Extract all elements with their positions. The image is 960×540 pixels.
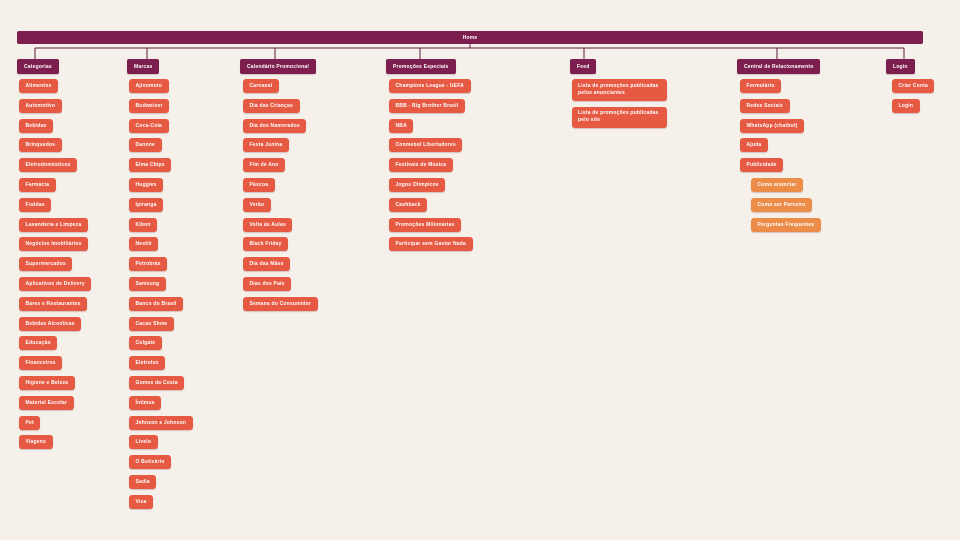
node-semana-do-consumidor[interactable]: Semana do Consumidor bbox=[243, 296, 318, 311]
node-participar-sem-gastar-nada[interactable]: Participar sem Gastar Nada bbox=[389, 237, 473, 252]
node-nestle[interactable]: Nestlé bbox=[129, 237, 159, 252]
node-ajuda[interactable]: Ajuda bbox=[740, 138, 768, 153]
node-criar-conta[interactable]: Criar Conta bbox=[892, 79, 935, 93]
node-como-anunciar[interactable]: Como anunciar bbox=[751, 177, 803, 192]
home-node[interactable]: Home bbox=[17, 31, 923, 44]
node-nba[interactable]: NBA bbox=[389, 118, 414, 133]
node-como-ser-parceiro[interactable]: Como ser Parceiro bbox=[751, 197, 812, 212]
node-samsung[interactable]: Samsung bbox=[129, 276, 166, 291]
node-festivais-de-musica[interactable]: Festivais de Música bbox=[389, 158, 453, 173]
column-items-login: Criar Conta Login bbox=[892, 79, 935, 119]
node-o-boticario[interactable]: O Boticário bbox=[129, 455, 172, 470]
node-fim-de-ano[interactable]: Fim de Ano bbox=[243, 158, 286, 173]
node-pet[interactable]: Pet bbox=[19, 415, 41, 430]
section-node-login[interactable]: Login bbox=[886, 59, 915, 74]
node-publicidade[interactable]: Publicidade bbox=[740, 158, 784, 173]
node-alimentos[interactable]: Alimentos bbox=[19, 79, 58, 93]
node-lista-de-promocoes-publicadas-pelo-site[interactable]: Lista de promoções publicadas pelo site bbox=[572, 106, 667, 129]
node-ajinomoto[interactable]: Ajinomoto bbox=[129, 79, 169, 93]
node-bbb-big-brother-brasil[interactable]: BBB - Big Brother Brasil bbox=[389, 98, 465, 113]
node-volta-as-aulas[interactable]: Volta às Aulas bbox=[243, 217, 293, 232]
column-items-categorias: Alimentos Automotivo Bebidas Brinquedos Elet… bbox=[19, 79, 92, 455]
section-node-categorias[interactable]: Categorias bbox=[17, 59, 59, 74]
section-node-feed[interactable]: Feed bbox=[570, 59, 597, 74]
node-dia-das-maes[interactable]: Dia das Mães bbox=[243, 257, 291, 272]
column-items-promocoes-especiais: Champions League - UEFA BBB - Big Brother… bbox=[389, 79, 473, 257]
node-kibon[interactable]: Kibon bbox=[129, 217, 158, 232]
node-negocios-imobiliarios[interactable]: Negócios Imobiliários bbox=[19, 237, 89, 252]
node-elma-chips[interactable]: Elma Chips bbox=[129, 158, 172, 173]
node-colgate[interactable]: Colgate bbox=[129, 336, 162, 351]
node-brinquedos[interactable]: Brinquedos bbox=[19, 138, 62, 153]
node-bebidas-alcoolicas[interactable]: Bebidas Alcoólicas bbox=[19, 316, 82, 331]
column-items-feed: Lista de promoções publicadas pelos anun… bbox=[572, 79, 667, 134]
node-login[interactable]: Login bbox=[892, 98, 920, 113]
node-fraldas[interactable]: Fraldas bbox=[19, 197, 52, 212]
node-viagens[interactable]: Viagens bbox=[19, 435, 53, 450]
node-lavanderia-e-limpeza[interactable]: Lavanderia e Limpeza bbox=[19, 217, 88, 232]
node-danone[interactable]: Danone bbox=[129, 138, 162, 153]
node-johnson-e-johnson[interactable]: Johnson e Johnson bbox=[129, 415, 193, 430]
node-material-escolar[interactable]: Material Escolar bbox=[19, 395, 74, 410]
node-black-friday[interactable]: Black Friday bbox=[243, 237, 289, 252]
node-higiene-e-beleza[interactable]: Higiene e Beleza bbox=[19, 375, 75, 390]
column-items-calendario-promocional: Carnaval Dia das Crianças Dia dos Namorado… bbox=[243, 79, 318, 317]
node-redes-sociais[interactable]: Redes Sociais bbox=[740, 98, 790, 113]
node-champions-league-uefa[interactable]: Champions League - UEFA bbox=[389, 79, 471, 93]
node-budweiser[interactable]: Budweiser bbox=[129, 98, 170, 113]
column-items-marcas: Ajinomoto Budweiser Coca-Cola Danone Elma Ch… bbox=[129, 79, 193, 515]
section-node-calendario-promocional[interactable]: Calendário Promocional bbox=[240, 59, 316, 74]
node-cashback[interactable]: Cashback bbox=[389, 197, 428, 212]
node-bebidas[interactable]: Bebidas bbox=[19, 118, 53, 133]
node-carnaval[interactable]: Carnaval bbox=[243, 79, 279, 93]
section-node-central-de-relacionamento[interactable]: Central de Relacionamento bbox=[737, 59, 821, 74]
node-bares-e-restaurantes[interactable]: Bares e Restaurantes bbox=[19, 296, 88, 311]
node-ipiranga[interactable]: Ipiranga bbox=[129, 197, 164, 212]
node-visa[interactable]: Visa bbox=[129, 494, 153, 509]
node-cacau-show[interactable]: Cacau Show bbox=[129, 316, 174, 331]
node-automotivo[interactable]: Automotivo bbox=[19, 98, 62, 113]
column-items-central-de-relacionamento: Formulário Redes Sociais WhatsApp (chatbot… bbox=[740, 79, 821, 237]
node-huggies[interactable]: Huggies bbox=[129, 177, 164, 192]
node-promocoes-milionarias[interactable]: Promoções Milionárias bbox=[389, 217, 461, 232]
section-node-marcas[interactable]: Marcas bbox=[127, 59, 160, 74]
node-eletrodomesticos[interactable]: Eletrodomésticos bbox=[19, 158, 78, 173]
node-jogos-olimpicos[interactable]: Jogos Olímpicos bbox=[389, 177, 446, 192]
node-aplicativos-de-delivery[interactable]: Aplicativos de Delivery bbox=[19, 276, 92, 291]
node-livelo[interactable]: Livelo bbox=[129, 435, 158, 450]
node-dia-das-criancas[interactable]: Dia das Crianças bbox=[243, 98, 300, 113]
node-conmebol-libertadores[interactable]: Conmebol Libertadores bbox=[389, 138, 463, 153]
section-node-promocoes-especiais[interactable]: Promoções Especiais bbox=[386, 59, 456, 74]
node-festa-junina[interactable]: Festa Junina bbox=[243, 138, 289, 153]
node-pascoa[interactable]: Páscoa bbox=[243, 177, 275, 192]
node-dia-dos-namorados[interactable]: Dia dos Namorados bbox=[243, 118, 307, 133]
node-lista-de-promocoes-publicadas-pelos-anunciantes[interactable]: Lista de promoções publicadas pelos anun… bbox=[572, 79, 667, 101]
node-intimus[interactable]: Íntimus bbox=[129, 395, 162, 410]
node-gomes-da-costa[interactable]: Gomes da Costa bbox=[129, 375, 185, 390]
node-banco-do-brasil[interactable]: Banco do Brasil bbox=[129, 296, 184, 311]
node-whatsapp-chatbot[interactable]: WhatsApp (chatbot) bbox=[740, 118, 805, 133]
node-eletrolux[interactable]: Eletrolux bbox=[129, 356, 166, 371]
node-formulario[interactable]: Formulário bbox=[740, 79, 782, 93]
node-educacao[interactable]: Educação bbox=[19, 336, 58, 351]
node-supermercados[interactable]: Supermercados bbox=[19, 257, 73, 272]
node-petrobras[interactable]: Petrobrás bbox=[129, 257, 168, 272]
node-perguntas-frequentes[interactable]: Perguntas Frequentes bbox=[751, 217, 821, 232]
node-verao[interactable]: Verão bbox=[243, 197, 271, 212]
node-financeiros[interactable]: Financeiros bbox=[19, 356, 63, 371]
node-coca-cola[interactable]: Coca-Cola bbox=[129, 118, 169, 133]
node-dias-dos-pais[interactable]: Dias dos Pais bbox=[243, 276, 292, 291]
node-sadia[interactable]: Sadia bbox=[129, 474, 157, 489]
node-farmacia[interactable]: Farmácia bbox=[19, 177, 56, 192]
